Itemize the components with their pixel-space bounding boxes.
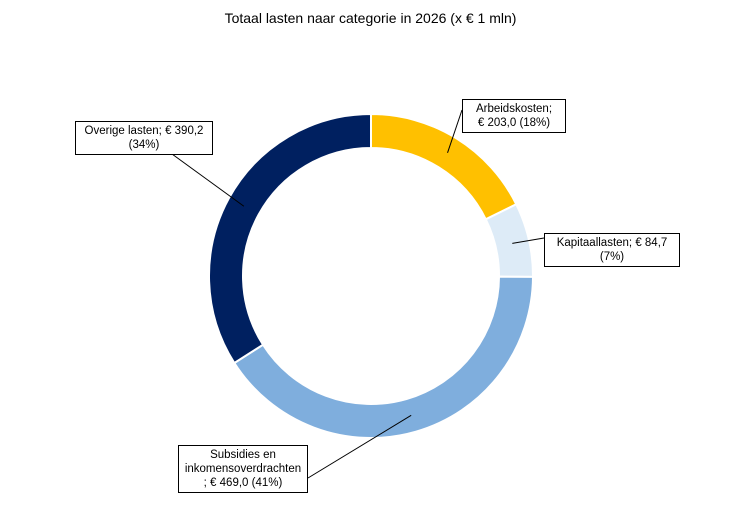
donut-slice-kapitaallasten bbox=[484, 202, 534, 278]
data-label-arbeidskosten-line1: Arbeidskosten; bbox=[475, 103, 553, 115]
data-label-subsidies: Subsidies en inkomensoverdrachten ; € 46… bbox=[178, 445, 308, 493]
data-label-overige-line2: (34%) bbox=[128, 139, 160, 151]
data-label-kapitaallasten: Kapitaallasten; € 84,7 (7%) bbox=[544, 233, 680, 267]
leader-line-arbeidskosten bbox=[447, 109, 463, 154]
leader-line-subsidies bbox=[307, 414, 412, 479]
data-label-overige-line1: Overige lasten; € 390,2 bbox=[84, 125, 204, 137]
data-label-subsidies-line1: Subsidies en bbox=[210, 449, 276, 461]
leader-lines bbox=[171, 109, 545, 479]
chart-title: Totaal lasten naar categorie in 2026 (x … bbox=[224, 10, 517, 26]
data-label-subsidies-line2: inkomensoverdrachten bbox=[184, 463, 302, 475]
donut-slice-overige-lasten bbox=[208, 112, 372, 365]
data-label-kapitaallasten-line2: (7%) bbox=[599, 251, 625, 263]
data-label-overige-lasten: Overige lasten; € 390,2 (34%) bbox=[75, 121, 213, 155]
leader-line-kapitaallasten bbox=[512, 237, 545, 244]
leader-line-overige-lasten bbox=[171, 153, 245, 207]
donut-slices bbox=[208, 112, 535, 439]
data-label-arbeidskosten: Arbeidskosten; € 203,0 (18%) bbox=[462, 99, 566, 133]
data-label-subsidies-line3: ; € 469,0 (41%) bbox=[203, 477, 283, 489]
data-label-arbeidskosten-line2: € 203,0 (18%) bbox=[477, 117, 551, 129]
donut-slice-subsidies-en-inkomensoverdrachten bbox=[232, 275, 535, 439]
data-label-kapitaallasten-line1: Kapitaallasten; € 84,7 bbox=[556, 237, 668, 249]
